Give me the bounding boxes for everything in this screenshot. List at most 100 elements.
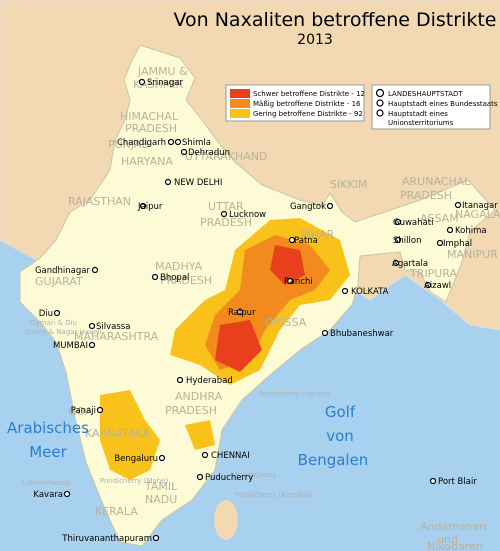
legend-swatch xyxy=(230,89,250,98)
state-label: JAMMU & xyxy=(137,65,188,78)
city-label: Lucknow xyxy=(229,210,266,220)
city-label: Shimla xyxy=(182,138,211,148)
city-marker xyxy=(236,308,244,316)
union-territory-label: Lakshadweep xyxy=(22,479,70,487)
state-label: ANDHRA xyxy=(175,390,223,403)
sea-label: Golf xyxy=(325,403,356,421)
city-label: Panaji xyxy=(71,406,96,416)
state-label: ASSAM xyxy=(420,212,459,225)
state-label: SIKKIM xyxy=(330,178,367,191)
city-label: Raipur xyxy=(228,308,256,318)
city-label: Thiruvananthapuram xyxy=(61,534,152,544)
city-marker xyxy=(174,138,182,146)
state-label: MANIPUR xyxy=(447,248,498,261)
capital-legend-label: Unionsterritoriums xyxy=(388,119,454,127)
capital-legend-label: Hauptstadt eines Bundesstaats xyxy=(388,100,498,108)
labels: JAMMU &KASHMIRHIMACHALPRADESHPUNJABHARYA… xyxy=(7,65,500,551)
union-territory-label: Pondicherry (Yanam) xyxy=(258,390,331,398)
city-label: Hyderabad xyxy=(186,376,233,386)
city-label: Puducherry xyxy=(205,473,253,483)
city-label: Bhubaneshwar xyxy=(330,329,394,339)
city-label: KOLKATA xyxy=(351,287,389,297)
sea-label: von xyxy=(326,427,354,445)
zone-high xyxy=(215,320,262,372)
city-marker xyxy=(424,281,432,289)
sea-label: Arabisches xyxy=(7,419,89,437)
city-label: NEW DELHI xyxy=(174,178,222,188)
legend: Schwer betroffene Distrikte - 12 Mäßig b… xyxy=(225,84,498,130)
city-marker xyxy=(326,202,334,210)
city-marker xyxy=(446,226,454,234)
state-label: TAMIL xyxy=(144,480,178,493)
city-marker xyxy=(220,210,228,218)
city-marker xyxy=(429,477,437,485)
city-marker xyxy=(139,202,147,210)
zone-high xyxy=(270,245,305,285)
state-label: Andamanen xyxy=(420,520,486,533)
union-territory-label: Pondicherry xyxy=(235,471,276,479)
state-label: ORISSA xyxy=(265,316,307,329)
city-label: CHENNAI xyxy=(211,451,250,461)
city-label: Jaipur xyxy=(137,202,163,212)
city-marker xyxy=(454,201,462,209)
state-label: BIHAR xyxy=(300,228,335,241)
city-marker xyxy=(167,138,175,146)
sea-label: Meer xyxy=(29,443,67,461)
city-marker xyxy=(196,473,204,481)
city-marker xyxy=(392,259,400,267)
city-label: Bengaluru xyxy=(114,454,158,464)
city-marker xyxy=(286,277,294,285)
state-label: KARNATAKA xyxy=(85,427,150,440)
state-label: UTTAR xyxy=(208,200,244,213)
state-label: GUJARAT xyxy=(35,275,83,288)
state-label: HIMACHAL xyxy=(120,110,179,123)
state-label: PRADESH xyxy=(165,404,217,417)
title: Von Naxaliten betroffene Distrikte xyxy=(173,9,496,31)
city-label: Gangtok xyxy=(290,202,326,212)
city-label: Guwahati xyxy=(393,218,433,228)
sea-label: Bengalen xyxy=(298,451,369,469)
city-marker xyxy=(88,322,96,330)
city-label: Dehradun xyxy=(188,148,230,158)
city-label: Bhopal xyxy=(160,273,189,283)
state-label: PRADESH xyxy=(125,122,177,135)
legend-label: Mäßig betroffene Distrikte - 16 xyxy=(253,100,361,108)
union-territory-label: Dadra & Nagar Haveli xyxy=(25,328,102,336)
state-label: ARUNACHAL xyxy=(402,175,471,188)
city-label: Aizawl xyxy=(424,281,451,291)
city-marker xyxy=(288,236,296,244)
city-marker xyxy=(91,266,99,274)
state-label: NADU xyxy=(145,493,177,506)
state-label: UTTARAKHAND xyxy=(185,150,267,163)
legend-marker xyxy=(376,109,384,117)
union-territory-label: Pondicherry (Karaikal) xyxy=(235,491,312,499)
zone-low xyxy=(100,390,160,480)
sri-lanka xyxy=(214,500,238,540)
city-label: MUMBAI xyxy=(53,341,88,351)
capital-legend-box xyxy=(371,84,491,130)
state-label: NAGALAND xyxy=(455,208,500,221)
city-marker xyxy=(341,287,349,295)
city-label: Agartala xyxy=(392,259,428,269)
city-label: Silvassa xyxy=(96,322,130,332)
state-label: KERALA xyxy=(95,505,138,518)
city-label: Gandhinagar xyxy=(35,266,91,276)
state-label: und xyxy=(437,533,458,546)
legend-label: Gering betroffene Distrikte - 92 xyxy=(253,110,363,118)
state-label: TRIPURA xyxy=(409,267,457,280)
state-label: PUNJAB xyxy=(108,138,149,151)
legend-marker xyxy=(376,99,384,107)
city-marker xyxy=(436,239,444,247)
city-marker xyxy=(152,534,160,542)
city-marker xyxy=(158,454,166,462)
city-label: Diu xyxy=(39,309,53,319)
city-label: Kohima xyxy=(455,226,487,236)
capital-legend-label: Hauptstadt eines xyxy=(388,110,448,118)
city-marker xyxy=(180,148,188,156)
state-label: HARYANA xyxy=(121,155,173,168)
city-marker xyxy=(151,273,159,281)
zone-low xyxy=(185,420,215,450)
city-marker xyxy=(63,490,71,498)
affected-zones xyxy=(100,218,350,480)
